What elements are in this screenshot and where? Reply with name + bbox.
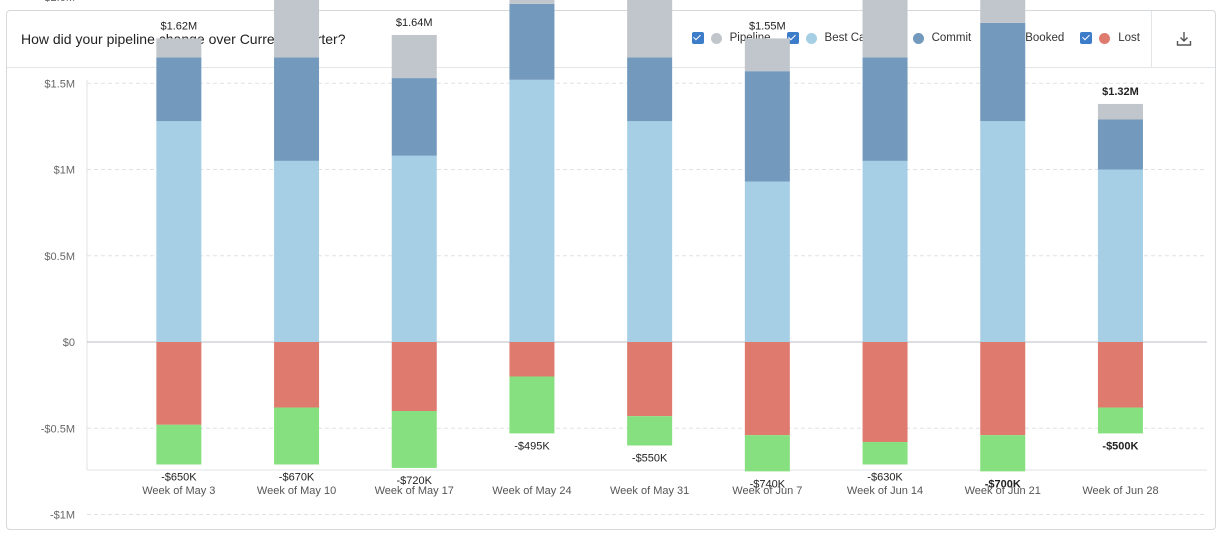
bar-segment-booked <box>862 442 908 465</box>
bar-segment-best-case <box>156 121 202 342</box>
negative-total-label: -$720K <box>397 475 433 487</box>
bar-segment-pipeline <box>862 0 908 58</box>
bar-segment-commit <box>391 78 437 156</box>
bar-segment-lost <box>156 342 202 425</box>
bar-segment-best-case <box>509 79 555 343</box>
y-tick-label: $1M <box>54 165 75 177</box>
bar-segment-pipeline <box>509 0 555 4</box>
x-tick-label: Week of Jun 14 <box>847 485 923 497</box>
bar-segment-commit <box>744 71 790 182</box>
bar-segment-best-case <box>391 155 437 342</box>
negative-total-label: -$650K <box>161 471 197 483</box>
positive-total-label: $1.32M <box>1102 86 1139 98</box>
bar-segment-booked <box>391 411 437 468</box>
pipeline-dot-icon <box>710 32 722 44</box>
x-tick-label: Week of Jun 28 <box>1082 485 1158 497</box>
bar-segment-commit <box>980 22 1026 122</box>
bar-segment-pipeline <box>980 0 1026 23</box>
bar-segment-booked <box>156 424 202 465</box>
bar-segment-pipeline <box>1097 103 1143 120</box>
bar-segment-best-case <box>274 160 320 342</box>
y-tick-label: $0 <box>63 337 75 349</box>
positive-total-label: $1.62M <box>160 20 197 32</box>
lost-dot-icon <box>1099 32 1111 44</box>
bar-segment-pipeline <box>627 0 673 58</box>
bar-segment-lost <box>627 342 673 417</box>
bar-segment-commit <box>627 57 673 122</box>
bar-segment-booked <box>744 435 790 472</box>
bar-segment-pipeline <box>744 38 790 72</box>
negative-total-label: -$500K <box>1102 440 1138 452</box>
bar-segment-booked <box>627 416 673 446</box>
bar-segment-lost <box>509 342 555 377</box>
bar-segment-lost <box>274 342 320 408</box>
bar-segment-best-case <box>1097 169 1143 342</box>
x-tick-label: Week of Jun 21 <box>965 485 1041 497</box>
y-tick-label: $1.5M <box>44 78 75 90</box>
bar-segment-best-case <box>862 160 908 342</box>
download-button[interactable] <box>1151 11 1215 67</box>
negative-total-label: -$550K <box>632 453 668 465</box>
y-tick-label: -$0.5M <box>41 423 75 435</box>
legend-label-booked: Booked <box>1025 32 1065 44</box>
x-tick-label: Week of May 31 <box>610 485 689 497</box>
bar-segment-commit <box>156 57 202 122</box>
bar-segment-commit <box>862 57 908 161</box>
bar-segment-commit <box>509 3 555 80</box>
positive-total-label: $1.55M <box>749 20 786 32</box>
checkbox-lost[interactable] <box>1080 32 1093 44</box>
bar-segment-pipeline <box>156 38 202 58</box>
bar-segment-pipeline <box>391 34 437 79</box>
negative-total-label: -$700K <box>985 478 1021 490</box>
x-tick-label: Week of May 3 <box>142 485 215 497</box>
legend-item-lost[interactable]: Lost <box>1080 32 1140 44</box>
x-tick-label: Week of Jun 7 <box>732 485 802 497</box>
bar-segment-pipeline <box>274 0 320 58</box>
bar-segment-lost <box>980 342 1026 436</box>
y-tick-label: $2.0M <box>44 0 75 4</box>
x-tick-label: Week of May 24 <box>492 485 571 497</box>
y-tick-label: $0.5M <box>44 251 75 263</box>
positive-total-label: $1.64M <box>396 17 433 29</box>
bar-segment-lost <box>391 342 437 411</box>
x-tick-label: Week of May 10 <box>257 485 336 497</box>
negative-total-label: -$670K <box>279 471 315 483</box>
legend-label-lost: Lost <box>1118 32 1140 44</box>
bar-segment-booked <box>509 376 555 434</box>
bar-segment-lost <box>744 342 790 436</box>
x-tick-label: Week of May 17 <box>375 485 454 497</box>
bar-segment-commit <box>1097 119 1143 170</box>
best-case-dot-icon <box>805 32 817 44</box>
bar-segment-lost <box>862 342 908 443</box>
negative-total-label: -$495K <box>514 440 550 452</box>
commit-dot-icon <box>912 32 924 44</box>
bar-segment-booked <box>1097 407 1143 434</box>
bar-segment-best-case <box>980 121 1026 342</box>
negative-total-label: -$740K <box>750 478 786 490</box>
bar-segment-best-case <box>627 121 673 342</box>
y-tick-label: -$1M <box>50 510 75 522</box>
negative-total-label: -$630K <box>867 471 903 483</box>
bar-segment-booked <box>274 407 320 465</box>
bar-segment-commit <box>274 57 320 161</box>
bar-segment-lost <box>1097 342 1143 408</box>
legend-label-commit: Commit <box>931 32 972 44</box>
bar-segment-best-case <box>744 181 790 342</box>
bar-segment-booked <box>980 435 1026 472</box>
download-icon <box>1176 32 1191 46</box>
checkbox-pipeline[interactable] <box>691 32 704 44</box>
